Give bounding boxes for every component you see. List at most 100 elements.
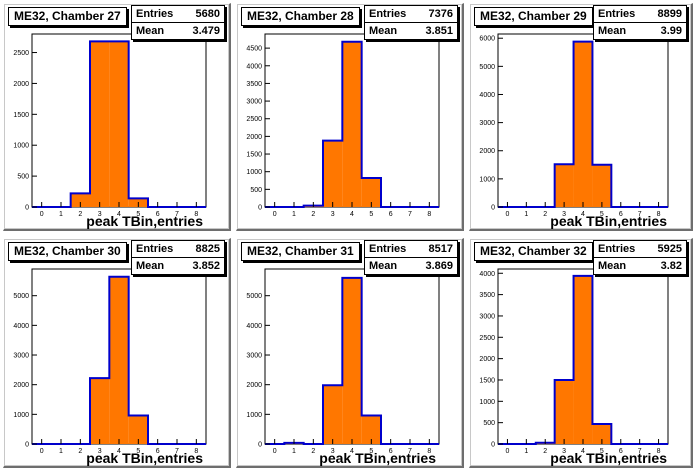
stats-entries-label: Entries — [136, 243, 174, 255]
stats-mean-value: 3.869 — [425, 260, 453, 272]
x-tick-label: 5 — [136, 448, 140, 455]
stats-mean-label: Mean — [136, 25, 165, 37]
histogram-bar — [342, 277, 362, 444]
x-tick-label: 4 — [350, 448, 354, 455]
y-tick-label: 3000 — [479, 120, 495, 127]
stats-entries-value: 5925 — [657, 243, 682, 255]
y-tick-label: 1000 — [479, 176, 495, 183]
histogram-bar — [573, 41, 593, 207]
x-tick-label: 1 — [292, 211, 296, 218]
stats-entries-label: Entries — [598, 8, 636, 20]
histogram-svg: 0 1000 2000 3000 4000 5000 6000 0 1 2 3 4 5 6 7 8 — [479, 33, 669, 218]
y-tick-label: 3000 — [479, 313, 495, 320]
x-tick-label: 3 — [98, 448, 102, 455]
y-tick-label: 2500 — [479, 335, 495, 342]
x-tick-label: 3 — [98, 211, 102, 218]
histogram-bar — [323, 385, 343, 444]
x-tick-label: 8 — [194, 448, 198, 455]
histogram-bar — [592, 423, 612, 444]
x-axis-title: peak TBin,entries — [319, 450, 436, 466]
x-tick-label: 1 — [59, 448, 63, 455]
y-tick-label: 1000 — [479, 399, 495, 406]
x-tick-label: 8 — [657, 448, 661, 455]
stats-entries-row: Entries 5925 — [594, 241, 686, 257]
y-tick-label: 4000 — [246, 63, 262, 70]
x-tick-label: 2 — [311, 211, 315, 218]
y-tick-label: 0 — [491, 442, 495, 449]
y-tick-label: 4000 — [479, 271, 495, 278]
histogram-title: ME32, Chamber 28 — [241, 7, 360, 26]
y-tick-label: 500 — [17, 174, 29, 181]
x-tick-label: 0 — [273, 211, 277, 218]
y-tick-label: 2000 — [479, 148, 495, 155]
histogram-svg: 0 1000 2000 3000 4000 5000 0 1 2 3 4 5 6 7 8 — [246, 268, 440, 455]
y-tick-label: 2000 — [246, 382, 262, 389]
histogram-bar — [128, 415, 148, 444]
histogram-pad-2: 0 500 1000 1500 2000 2500 3000 3500 4000 4500 0 1 2 3… — [236, 3, 464, 231]
histogram-pad-5: 0 1000 2000 3000 4000 5000 0 1 2 3 4 5 6 7 8 ME32, Cham… — [236, 238, 464, 468]
stats-mean-label: Mean — [136, 260, 165, 272]
y-tick-label: 1000 — [13, 143, 29, 150]
y-tick-label: 3000 — [13, 353, 29, 360]
stats-entries-value: 8517 — [428, 243, 453, 255]
stats-mean-row: Mean 3.479 — [132, 22, 224, 39]
stats-box: Entries 8517 Mean 3.869 — [364, 240, 458, 275]
x-tick-label: 0 — [40, 211, 44, 218]
x-tick-label: 8 — [427, 211, 431, 218]
x-tick-label: 4 — [117, 448, 121, 455]
x-tick-label: 1 — [524, 211, 528, 218]
x-tick-label: 3 — [562, 211, 566, 218]
x-tick-label: 3 — [331, 211, 335, 218]
x-tick-label: 7 — [638, 448, 642, 455]
x-tick-label: 2 — [543, 448, 547, 455]
stats-entries-value: 5680 — [195, 8, 220, 20]
stats-entries-label: Entries — [136, 8, 174, 20]
y-tick-label: 1500 — [246, 152, 262, 159]
stats-entries-label: Entries — [369, 8, 407, 20]
stats-mean-label: Mean — [598, 25, 627, 37]
stats-entries-value: 7376 — [428, 8, 453, 20]
y-tick-label: 4000 — [479, 92, 495, 99]
histogram-outline — [32, 275, 206, 445]
histogram-title: ME32, Chamber 27 — [8, 7, 127, 26]
stats-mean-label: Mean — [598, 260, 627, 272]
histogram-bar — [109, 41, 129, 207]
y-tick-label: 5000 — [479, 64, 495, 71]
stats-mean-row: Mean 3.869 — [365, 257, 457, 274]
stats-box: Entries 7376 Mean 3.851 — [364, 5, 458, 40]
stats-entries-label: Entries — [598, 243, 636, 255]
x-tick-label: 2 — [78, 448, 82, 455]
histogram-bar — [342, 41, 362, 207]
x-tick-label: 7 — [638, 211, 642, 218]
histogram-bar — [90, 41, 110, 207]
x-tick-label: 1 — [59, 211, 63, 218]
y-tick-label: 3500 — [246, 81, 262, 88]
stats-mean-label: Mean — [369, 25, 398, 37]
y-tick-label: 3500 — [479, 292, 495, 299]
x-tick-label: 7 — [408, 211, 412, 218]
stats-entries-row: Entries 8825 — [132, 241, 224, 257]
x-tick-label: 0 — [505, 211, 509, 218]
histogram-pad-6: 0 500 1000 1500 2000 2500 3000 3500 4000 0 1 2 3 4 5 6 7… — [469, 238, 693, 468]
histogram-outline — [498, 40, 668, 208]
histogram-svg: 0 500 1000 1500 2000 2500 3000 3500 4000 0 1 2 3 4 5 6 7… — [479, 268, 669, 455]
stats-mean-row: Mean 3.851 — [365, 22, 457, 39]
x-tick-label: 7 — [175, 211, 179, 218]
y-tick-label: 0 — [25, 205, 29, 212]
histogram-svg: 0 500 1000 1500 2000 2500 3000 3500 4000 4500 0 1 2 3… — [246, 33, 440, 218]
x-tick-label: 4 — [581, 211, 585, 218]
x-tick-label: 2 — [543, 211, 547, 218]
x-tick-label: 2 — [311, 448, 315, 455]
y-tick-label: 3000 — [246, 353, 262, 360]
x-tick-label: 1 — [524, 448, 528, 455]
stats-entries-row: Entries 7376 — [365, 6, 457, 22]
y-tick-label: 2500 — [246, 116, 262, 123]
x-axis-title: peak TBin,entries — [550, 213, 667, 229]
x-tick-label: 6 — [156, 448, 160, 455]
y-tick-label: 0 — [258, 442, 262, 449]
histogram-bar — [323, 140, 343, 207]
histogram-bar — [554, 379, 574, 444]
histogram-bar — [573, 275, 593, 444]
x-tick-label: 4 — [581, 448, 585, 455]
